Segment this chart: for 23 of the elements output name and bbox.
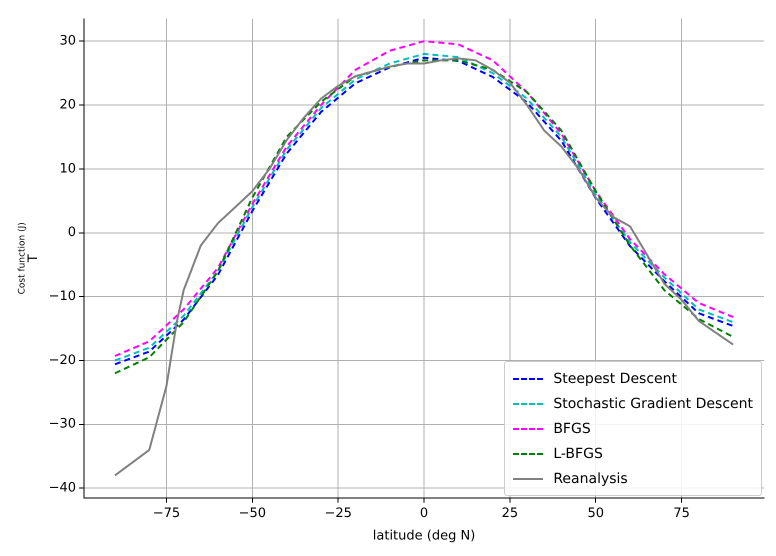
x-tick-label: 25 xyxy=(502,506,518,521)
x-tick-label: 50 xyxy=(587,506,604,521)
text: Cost function (J) xyxy=(17,222,28,294)
legend-label: L-BFGS xyxy=(553,446,603,462)
legend-label: Stochastic Gradient Descent xyxy=(553,396,753,412)
y-tick-label: −30 xyxy=(48,416,76,432)
legend-label: Reanalysis xyxy=(553,470,628,486)
y-axis-title: T xyxy=(26,254,42,264)
y-tick-label: 0 xyxy=(68,225,76,240)
y-tick-label: −20 xyxy=(48,352,76,368)
y-tick-label: −40 xyxy=(48,480,76,496)
legend-label: BFGS xyxy=(553,420,591,436)
legend-label: Steepest Descent xyxy=(553,370,678,386)
x-tick-label: 0 xyxy=(420,506,428,521)
x-tick-label: −25 xyxy=(324,506,352,521)
x-tick-label: −75 xyxy=(152,506,180,521)
y-tick-label: 30 xyxy=(59,34,76,49)
x-tick-label: −50 xyxy=(238,506,266,521)
y-tick-label: 10 xyxy=(59,161,76,176)
y-tick-label: 20 xyxy=(59,97,76,112)
y-tick-label: −10 xyxy=(48,288,76,304)
x-tick-label: 75 xyxy=(673,506,690,521)
x-axis-title: latitude (deg N) xyxy=(372,528,476,544)
